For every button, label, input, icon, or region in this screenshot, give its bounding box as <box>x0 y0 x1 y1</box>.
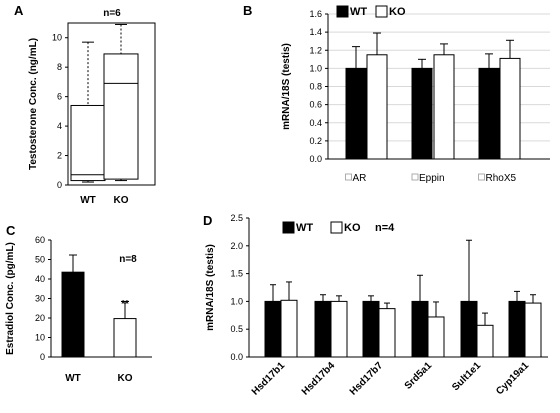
panel-label-c: C <box>6 223 16 238</box>
legend-label-wt: WT <box>296 222 313 234</box>
y-tick-label: 0.2 <box>309 136 322 146</box>
bar-wt <box>411 300 429 358</box>
legend-swatch-ko <box>375 5 388 18</box>
legend-label-wt: WT <box>350 6 367 18</box>
y-tick-label: 1.0 <box>309 63 322 73</box>
category-marker <box>478 173 485 181</box>
y-tick-label: 20 <box>35 313 45 323</box>
y-tick-label: 2.0 <box>230 241 243 251</box>
y-tick-label: 1.4 <box>309 27 322 37</box>
bar-ko <box>330 300 348 358</box>
y-tick-label: 4 <box>57 121 62 131</box>
y-tick-label: 60 <box>35 235 45 245</box>
y-tick-label: 6 <box>57 92 62 102</box>
x-category-label: Hsd17b1 <box>250 360 288 398</box>
y-tick-label: 0.4 <box>309 118 322 128</box>
x-category-label: Hsd17b7 <box>348 360 386 398</box>
bar-wt <box>61 271 85 358</box>
panel-a-n-label: n=6 <box>103 8 121 19</box>
panel-c-y-axis-label: Estradiol Conc. (pg/mL) <box>5 242 16 355</box>
y-tick-label: 2 <box>57 151 62 161</box>
bar-ko <box>280 299 298 358</box>
box-iqr <box>103 53 139 180</box>
significance-marker: ** <box>121 299 129 310</box>
y-tick-label: 0.6 <box>309 100 322 110</box>
y-tick-label: 40 <box>35 274 45 284</box>
y-tick-label: 0.0 <box>309 154 322 164</box>
bar-ko <box>427 316 445 358</box>
panel-label-a: A <box>14 3 24 18</box>
y-tick-label: 10 <box>35 333 45 343</box>
legend-swatch-wt <box>282 221 295 234</box>
bar-wt <box>314 300 332 358</box>
y-tick-label: 10 <box>52 33 62 43</box>
bar-wt <box>460 300 478 358</box>
panel-c-n-label: n=8 <box>119 254 137 265</box>
x-category-label: Eppin <box>419 173 445 184</box>
panel-d-y-axis-label: mRNA/18S (testis) <box>205 244 216 331</box>
panel-label-d: D <box>203 213 212 228</box>
y-tick-label: 2.5 <box>230 213 243 223</box>
bar-ko <box>366 54 388 160</box>
y-tick-label: 30 <box>35 294 45 304</box>
panel-a-y-axis-label: Testosterone Conc. (ng/mL) <box>28 38 39 170</box>
panel-d-n-label: n=4 <box>375 222 395 234</box>
y-tick-label: 0.8 <box>309 82 322 92</box>
y-tick-label: 0 <box>40 352 45 362</box>
x-category-label: WT <box>65 373 81 384</box>
y-tick-label: 1.0 <box>230 296 243 306</box>
legend-label-ko: KO <box>389 6 406 18</box>
y-tick-label: 0.0 <box>230 352 243 362</box>
bar-wt <box>362 300 380 358</box>
bar-ko <box>476 324 494 358</box>
x-category-label: Sult1e1 <box>450 360 483 393</box>
bar-wt <box>508 300 526 358</box>
bar-ko <box>524 302 542 358</box>
y-tick-label: 1.5 <box>230 269 243 279</box>
bar-ko <box>433 54 455 160</box>
y-tick-label: 1.6 <box>309 9 322 19</box>
category-marker <box>345 173 352 181</box>
panel-label-b: B <box>243 3 252 18</box>
y-tick-label: 0 <box>57 180 62 190</box>
bar-ko <box>113 318 137 358</box>
x-category-label: RhoX5 <box>486 173 517 184</box>
x-category-label: AR <box>353 173 367 184</box>
bar-wt <box>264 300 282 358</box>
bar-ko <box>378 308 396 358</box>
legend-swatch-ko <box>330 221 343 234</box>
bar-wt <box>345 67 367 160</box>
legend-label-ko: KO <box>344 222 361 234</box>
x-category-label: KO <box>118 373 133 384</box>
bar-wt <box>411 67 433 160</box>
x-category-label: Hsd17b4 <box>300 360 338 398</box>
bar-ko <box>499 57 521 160</box>
y-tick-label: 50 <box>35 255 45 265</box>
panel-a-plot-frame <box>67 22 156 186</box>
legend-swatch-wt <box>336 5 349 18</box>
y-tick-label: 0.5 <box>230 324 243 334</box>
y-tick-label: 1.2 <box>309 45 322 55</box>
category-marker <box>411 173 419 181</box>
x-category-label: KO <box>114 195 129 206</box>
box-iqr <box>70 104 106 182</box>
x-category-label: WT <box>80 195 96 206</box>
bar-wt <box>478 67 500 160</box>
x-category-label: Cyp19a1 <box>494 360 531 397</box>
panel-b-y-axis-label: mRNA/18S (testis) <box>281 43 292 130</box>
y-tick-label: 8 <box>57 62 62 72</box>
x-category-label: Srd5a1 <box>403 360 435 392</box>
